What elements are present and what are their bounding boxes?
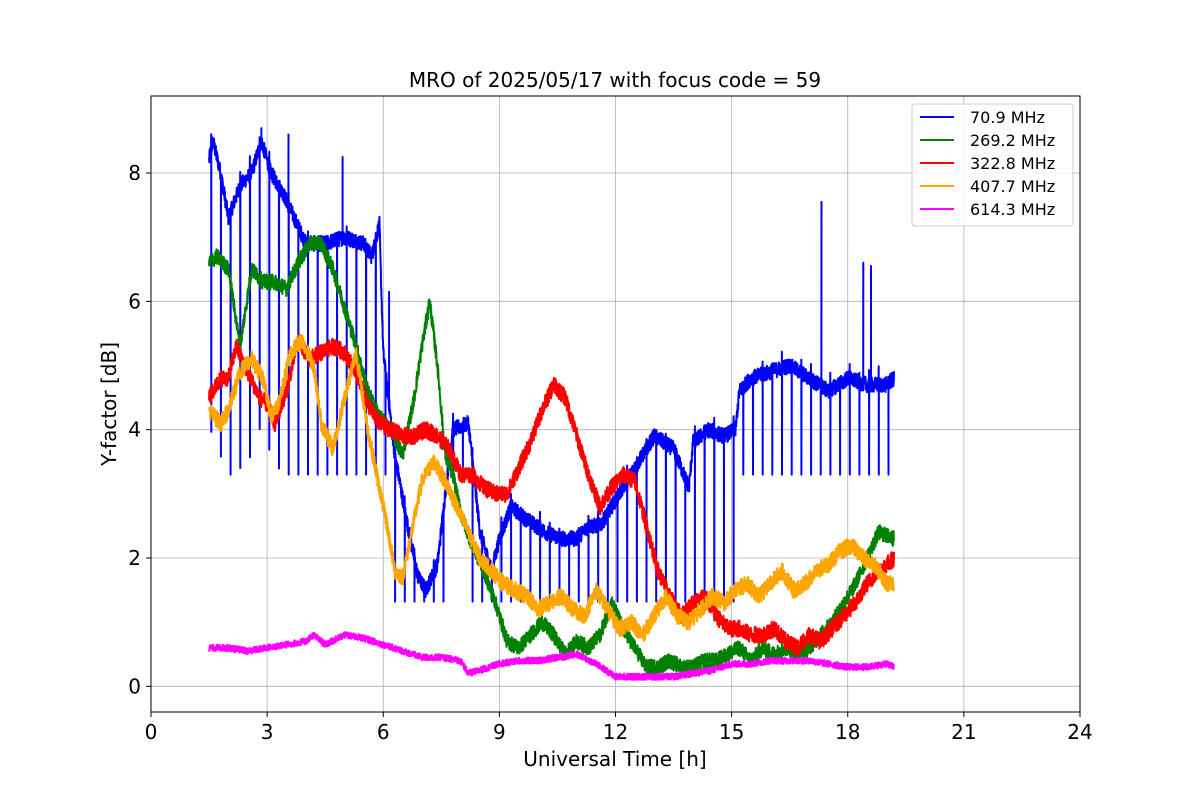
y-tick-label: 8 bbox=[128, 161, 141, 185]
series-line bbox=[208, 127, 895, 603]
series-line bbox=[208, 333, 895, 642]
series-line bbox=[208, 631, 895, 681]
series-line bbox=[208, 334, 895, 657]
y-tick-label: 4 bbox=[128, 418, 141, 442]
x-tick-label: 12 bbox=[603, 720, 628, 744]
series-layer bbox=[208, 127, 895, 681]
series-line bbox=[208, 234, 895, 676]
legend-label: 322.8 MHz bbox=[970, 154, 1055, 173]
y-axis-label: Y-factor [dB] bbox=[97, 342, 121, 467]
x-tick-label: 24 bbox=[1067, 720, 1092, 744]
x-tick-label: 21 bbox=[951, 720, 976, 744]
legend-label: 269.2 MHz bbox=[970, 131, 1055, 150]
y-tick-label: 6 bbox=[128, 289, 141, 313]
x-tick-label: 3 bbox=[261, 720, 274, 744]
legend: 70.9 MHz 269.2 MHz 322.8 MHz 407.7 MHz 614.3… bbox=[911, 103, 1074, 227]
legend-label: 614.3 MHz bbox=[970, 200, 1055, 219]
x-tick-label: 18 bbox=[835, 720, 860, 744]
x-tick-label: 9 bbox=[493, 720, 506, 744]
chart-title: MRO of 2025/05/17 with focus code = 59 bbox=[409, 68, 821, 92]
x-tick-label: 0 bbox=[145, 720, 158, 744]
x-tick-label: 15 bbox=[719, 720, 744, 744]
x-axis-label: Universal Time [h] bbox=[523, 747, 706, 771]
y-tick-label: 0 bbox=[128, 674, 141, 698]
legend-box bbox=[911, 103, 1074, 227]
legend-label: 407.7 MHz bbox=[970, 177, 1055, 196]
y-tick-label: 2 bbox=[128, 546, 141, 570]
legend-label: 70.9 MHz bbox=[970, 108, 1045, 127]
x-tick-label: 6 bbox=[377, 720, 390, 744]
